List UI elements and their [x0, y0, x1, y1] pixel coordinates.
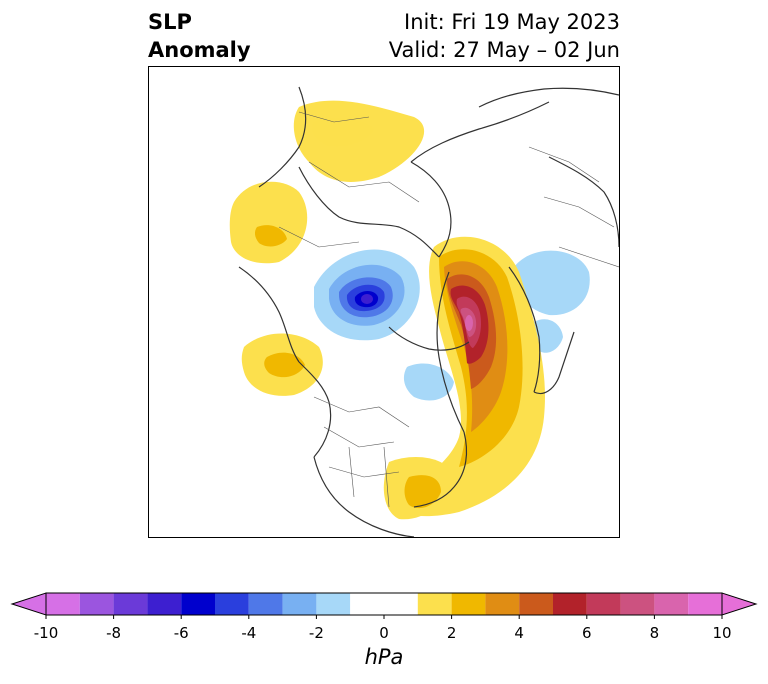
colorbar-bin: [586, 593, 621, 615]
colorbar-tick-label: 0: [379, 624, 389, 642]
colorbar-bin: [654, 593, 689, 615]
title-line-1: SLP: [148, 10, 192, 34]
negative-anomaly-arctic: [314, 249, 420, 341]
title-line-2: Anomaly: [148, 38, 251, 62]
negative-anomaly-hudson: [403, 363, 454, 401]
colorbar-tick-label: 4: [514, 624, 524, 642]
political-borders: [278, 111, 619, 508]
colorbar-bin: [688, 593, 722, 615]
colorbar-tick-label: 6: [582, 624, 592, 642]
map-panel: [148, 66, 620, 538]
colorbar-bin: [553, 593, 587, 615]
colorbar-bin: [620, 593, 655, 615]
colorbar-bin: [350, 593, 418, 615]
positive-anomaly-bering: [293, 100, 425, 182]
colorbar-bin: [215, 593, 249, 615]
date-info: Init: Fri 19 May 2023 Valid: 27 May – 02…: [389, 8, 620, 64]
positive-anomaly-eastern-us-core: [404, 475, 441, 509]
positive-anomaly-europe: [241, 333, 323, 396]
colorbar-extend-max: [721, 592, 758, 616]
colorbar-tick-label: -2: [308, 624, 324, 642]
colorbar-units: hPa: [364, 645, 404, 669]
init-date: Init: Fri 19 May 2023: [404, 10, 620, 34]
colorbar-bin: [519, 593, 553, 615]
colorbar-tick-label: 10: [712, 624, 732, 642]
colorbar-tick-label: -4: [241, 624, 257, 642]
colorbar-bin: [485, 593, 520, 615]
negative-anomaly-barents: [513, 250, 590, 353]
colorbar-tick-label: -6: [173, 624, 189, 642]
colorbar-tick-label: 2: [446, 624, 457, 642]
colorbar-bin: [417, 593, 452, 615]
colorbar-bin: [181, 593, 215, 615]
map-title: SLP Anomaly: [148, 8, 251, 64]
positive-anomaly-atlantic: [389, 236, 545, 517]
colorbar-bin: [147, 593, 182, 615]
colorbar-bin: [451, 593, 486, 615]
colorbar: [10, 592, 758, 619]
valid-dates: Valid: 27 May – 02 Jun: [388, 38, 620, 62]
colorbar-tick-label: -8: [106, 624, 122, 642]
colorbar-bin: [316, 593, 351, 615]
colorbar-bin: [248, 593, 283, 615]
positive-anomaly-siberia: [229, 181, 308, 264]
colorbar-bin: [113, 593, 148, 615]
colorbar-bin: [46, 593, 80, 615]
coastlines: [238, 86, 619, 537]
colorbar-tick-label: 8: [649, 624, 660, 642]
colorbar-extend-min: [10, 592, 47, 616]
colorbar-tick-label: -10: [33, 624, 59, 642]
colorbar-bin: [79, 593, 114, 615]
anomaly-map: [229, 86, 619, 537]
colorbar-bin: [282, 593, 317, 615]
